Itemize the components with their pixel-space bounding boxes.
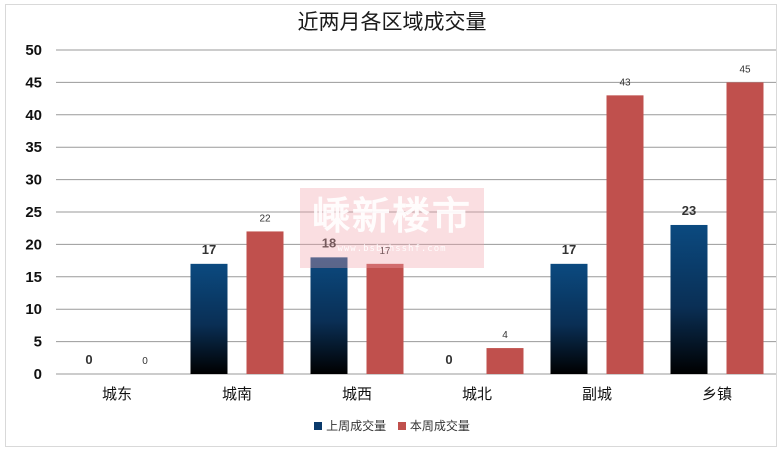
y-tick-label: 25 (25, 204, 42, 221)
y-tick-label: 30 (25, 172, 42, 189)
x-tick-label: 城北 (462, 385, 492, 403)
chart-legend: 上周成交量 本周成交量 (0, 417, 784, 434)
watermark-text: 嵊新楼市 (311, 193, 472, 238)
x-tick-label: 城南 (222, 385, 252, 403)
bar-last-week (670, 224, 708, 374)
legend-item-this-week: 本周成交量 (397, 417, 470, 434)
bar-this-week (246, 231, 284, 374)
data-label-this-week: 4 (502, 330, 508, 341)
bar-this-week (366, 263, 404, 374)
watermark-url: www.bsbchsshf.com (337, 244, 447, 254)
x-tick-label: 乡镇 (702, 385, 732, 403)
legend-swatch-last-week (314, 421, 323, 430)
data-label-last-week: 0 (85, 352, 92, 367)
bar-this-week (486, 348, 524, 374)
bar-last-week (550, 263, 588, 374)
y-tick-label: 35 (25, 139, 42, 156)
data-label-this-week: 43 (619, 77, 631, 88)
x-tick-label: 城东 (102, 385, 132, 403)
chart-title: 近两月各区域成交量 (297, 10, 487, 34)
x-tick-label: 副城 (582, 385, 612, 403)
data-label-this-week: 17 (379, 246, 391, 257)
bar-this-week (606, 95, 644, 375)
bar-last-week (310, 257, 348, 374)
y-tick-label: 0 (34, 366, 42, 383)
data-label-this-week: 0 (142, 356, 148, 367)
y-tick-label: 20 (25, 236, 42, 253)
y-tick-label: 50 (25, 42, 42, 59)
data-label-this-week: 22 (259, 213, 271, 224)
chart-frame (5, 4, 777, 447)
bar-this-week (726, 82, 764, 375)
x-tick-label: 城西 (342, 385, 372, 403)
y-tick-label: 5 (34, 334, 42, 351)
y-tick-label: 45 (25, 74, 42, 91)
data-label-last-week: 23 (682, 203, 696, 218)
legend-swatch-this-week (397, 421, 406, 430)
data-label-last-week: 18 (322, 235, 336, 250)
legend-item-last-week: 上周成交量 (314, 417, 386, 434)
y-tick-label: 40 (25, 107, 42, 124)
data-label-last-week: 0 (445, 352, 452, 367)
y-tick-label: 10 (25, 301, 42, 318)
data-label-last-week: 17 (202, 242, 216, 257)
legend-label-this-week: 本周成交量 (409, 419, 470, 433)
y-tick-label: 15 (25, 269, 42, 286)
legend-label-last-week: 上周成交量 (326, 419, 387, 433)
data-label-last-week: 17 (562, 242, 576, 257)
watermark-logo: 嵊新楼市 www.bsbchsshf.com (300, 188, 484, 268)
bar-last-week (190, 263, 228, 374)
data-label-this-week: 45 (739, 64, 751, 75)
